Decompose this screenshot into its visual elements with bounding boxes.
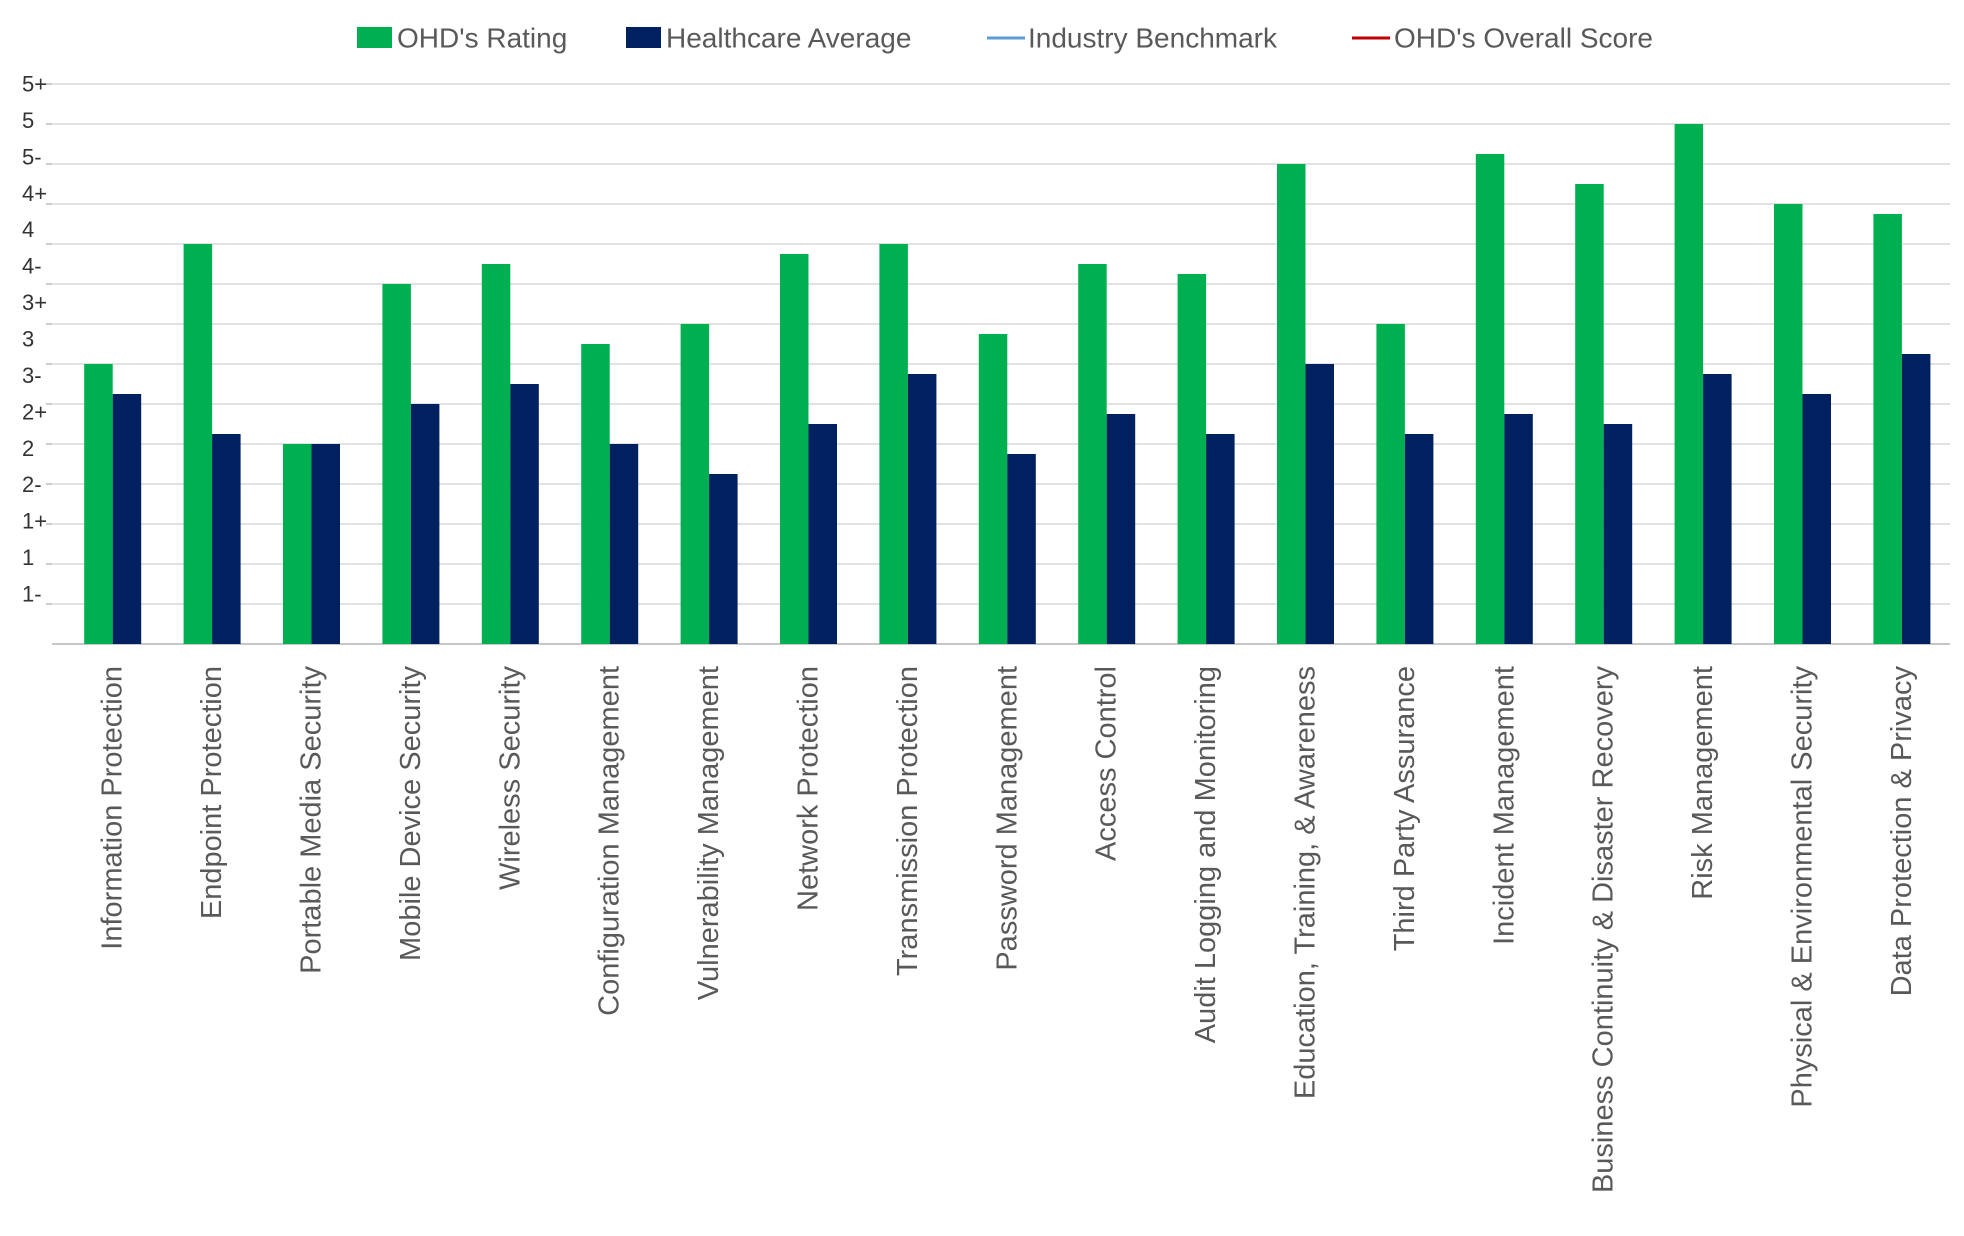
bar-ohd-s-rating xyxy=(382,284,411,644)
x-tick-label: Education, Training, & Awareness xyxy=(1290,666,1322,1099)
x-tick-label: Wireless Security xyxy=(494,666,526,890)
y-tick-label: 4 xyxy=(22,217,34,242)
y-tick-label: 4- xyxy=(22,254,42,279)
bar-healthcare-average xyxy=(1802,394,1831,644)
bar-healthcare-average xyxy=(1603,424,1633,644)
y-tick-label: 3 xyxy=(22,327,34,352)
y-tick-label: 2 xyxy=(22,436,34,461)
legend-item-healthcare-average: Healthcare Average xyxy=(626,23,911,54)
x-tick-label: Password Management xyxy=(991,666,1023,971)
y-tick-label: 4+ xyxy=(22,181,47,206)
x-tick-label: Endpoint Protection xyxy=(196,666,228,919)
bar-healthcare-average xyxy=(1106,414,1136,644)
bar-healthcare-average xyxy=(1305,364,1334,644)
bar-healthcare-average xyxy=(112,394,142,644)
bar-ohd-s-rating xyxy=(879,244,908,644)
bar-healthcare-average xyxy=(1901,354,1931,644)
x-tick-label: Third Party Assurance xyxy=(1389,666,1421,951)
y-tick-label: 5 xyxy=(22,108,34,133)
legend-item-ohds-rating: OHD's Rating xyxy=(357,23,567,54)
bar-ohd-s-rating xyxy=(481,264,511,644)
bar-ohd-s-rating xyxy=(1177,274,1207,644)
y-tick-label: 2- xyxy=(22,472,42,497)
bar-healthcare-average xyxy=(311,444,340,644)
y-tick-label: 1 xyxy=(22,545,34,570)
x-tick-label: Transmission Protection xyxy=(892,666,924,976)
x-tick-label: Incident Management xyxy=(1488,666,1520,945)
bar-healthcare-average xyxy=(1703,374,1732,644)
x-tick-label: Vulnerability Management xyxy=(693,666,725,1000)
bar-ohd-s-rating xyxy=(84,364,113,644)
bar-healthcare-average xyxy=(709,474,738,644)
legend-label-industry-benchmark: Industry Benchmark xyxy=(1028,23,1278,54)
x-tick-label: Mobile Device Security xyxy=(395,666,427,961)
bar-ohd-s-rating xyxy=(1873,214,1902,644)
bar-ohd-s-rating xyxy=(1674,124,1704,644)
legend-label-healthcare-average: Healthcare Average xyxy=(666,23,911,54)
y-tick-label: 3+ xyxy=(22,290,47,315)
bar-ohd-s-rating xyxy=(1277,164,1306,644)
x-tick-label: Configuration Management xyxy=(594,666,626,1016)
bar-ohd-s-rating xyxy=(1575,184,1604,644)
bar-healthcare-average xyxy=(1504,414,1533,644)
bar-healthcare-average xyxy=(808,424,837,644)
y-tick-label: 1+ xyxy=(22,509,47,534)
bar-ohd-s-rating xyxy=(680,324,710,644)
bars xyxy=(84,124,1931,644)
legend-item-industry-benchmark: Industry Benchmark xyxy=(987,23,1278,54)
x-tick-label: Data Protection & Privacy xyxy=(1886,666,1918,997)
y-tick-label: 5+ xyxy=(22,72,47,97)
bar-ohd-s-rating xyxy=(1774,204,1803,644)
bar-healthcare-average xyxy=(1007,454,1036,644)
bar-ohd-s-rating xyxy=(183,244,213,644)
bar-ohd-s-rating xyxy=(978,334,1008,644)
y-tick-label: 5- xyxy=(22,144,42,169)
bar-ohd-s-rating xyxy=(1376,324,1405,644)
bar-healthcare-average xyxy=(609,444,639,644)
x-tick-label: Physical & Environmental Security xyxy=(1787,666,1819,1108)
bar-ohd-s-rating xyxy=(283,444,312,644)
legend-swatch-ohds-rating xyxy=(357,27,392,48)
y-tick-label: 3- xyxy=(22,363,42,388)
bar-healthcare-average xyxy=(410,404,440,644)
lines xyxy=(112,222,1902,436)
legend-swatch-healthcare-average xyxy=(626,27,661,48)
x-tick-label: Information Protection xyxy=(97,666,129,950)
y-tick-label: 2+ xyxy=(22,399,47,424)
bar-ohd-s-rating xyxy=(1078,264,1107,644)
y-axis-labels: 5+ 5 5- 4+ 4 4- 3+ 3 3- 2+ 2 2- 1+ 1 1- xyxy=(22,72,47,607)
bar-healthcare-average xyxy=(1206,434,1235,644)
bar-healthcare-average xyxy=(1404,434,1434,644)
bar-ohd-s-rating xyxy=(581,344,610,644)
x-tick-label: Risk Management xyxy=(1687,666,1719,900)
bar-ohd-s-rating xyxy=(1475,154,1505,644)
legend: OHD's Rating Healthcare Average Industry… xyxy=(357,23,1653,54)
legend-item-ohds-overall-score: OHD's Overall Score xyxy=(1352,23,1653,54)
y-tick-label: 1- xyxy=(22,582,42,607)
x-tick-label: Audit Logging and Monitoring xyxy=(1190,666,1222,1043)
x-tick-label: Business Continuity & Disaster Recovery xyxy=(1588,666,1620,1194)
bar-ohd-s-rating xyxy=(780,254,809,644)
legend-label-ohds-overall-score: OHD's Overall Score xyxy=(1394,23,1653,54)
legend-label-ohds-rating: OHD's Rating xyxy=(397,23,567,54)
x-tick-label: Access Control xyxy=(1091,666,1123,861)
bar-healthcare-average xyxy=(510,384,539,644)
x-tick-label: Network Protection xyxy=(793,666,825,911)
x-tick-label: Portable Media Security xyxy=(296,666,328,974)
bar-healthcare-average xyxy=(907,374,937,644)
bar-healthcare-average xyxy=(212,434,241,644)
x-axis-labels: Information Protection Endpoint Protectio… xyxy=(97,666,1918,1194)
